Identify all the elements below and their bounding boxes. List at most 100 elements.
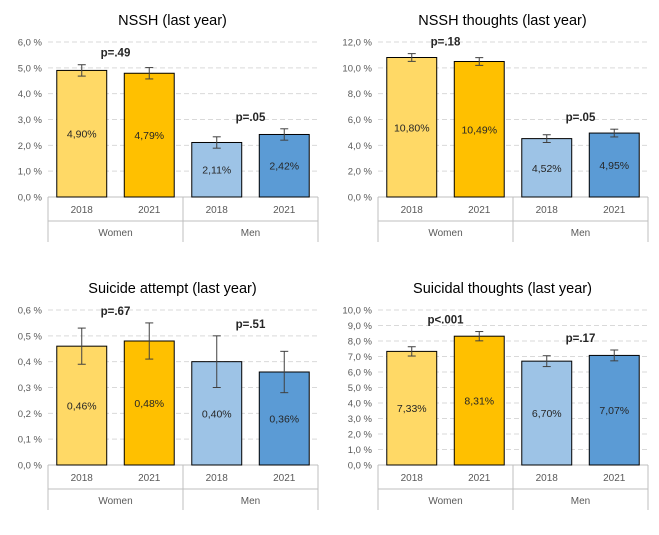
- group-label: Women: [98, 496, 132, 507]
- bar: [56, 345, 108, 466]
- group-label: Men: [571, 228, 590, 239]
- x-tick-label: 2021: [468, 205, 491, 216]
- p-value-label: p=.18: [431, 37, 461, 49]
- y-tick-label: 0,0 %: [348, 193, 373, 204]
- y-tick-label: 7,0 %: [348, 352, 373, 363]
- p-value-label: p<.001: [427, 315, 464, 327]
- y-tick-label: 0,0 %: [18, 461, 43, 472]
- x-tick-label: 2021: [138, 205, 161, 216]
- y-tick-label: 4,0 %: [348, 141, 373, 152]
- p-value-label: p=.05: [236, 112, 266, 124]
- y-tick-label: 12,0 %: [342, 38, 372, 49]
- group-label: Women: [428, 496, 462, 507]
- p-value-label: p=.49: [101, 48, 131, 60]
- y-tick-label: 0,3 %: [18, 383, 43, 394]
- y-tick-label: 2,0 %: [348, 167, 373, 178]
- y-tick-label: 3,0 %: [348, 414, 373, 425]
- data-label: 7,07%: [599, 405, 629, 417]
- x-tick-label: 2021: [468, 473, 491, 484]
- y-tick-label: 2,0 %: [18, 141, 43, 152]
- bar: [56, 69, 108, 198]
- y-tick-label: 4,0 %: [348, 399, 373, 410]
- y-tick-label: 0,4 %: [18, 357, 43, 368]
- y-tick-label: 1,0 %: [348, 445, 373, 456]
- p-value-label: p=.67: [101, 306, 131, 318]
- data-label: 4,52%: [532, 163, 562, 175]
- x-tick-label: 2021: [273, 473, 296, 484]
- y-tick-label: 1,0 %: [18, 167, 43, 178]
- data-label: 6,70%: [532, 408, 562, 420]
- data-label: 8,31%: [464, 396, 494, 408]
- y-tick-label: 6,0 %: [348, 115, 373, 126]
- group-label: Men: [571, 496, 590, 507]
- x-tick-label: 2021: [138, 473, 161, 484]
- x-tick-label: 2018: [401, 473, 424, 484]
- bar: [123, 72, 175, 198]
- chart-title: NSSH (last year): [118, 13, 227, 29]
- x-tick-label: 2018: [536, 473, 559, 484]
- chart-title: Suicide attempt (last year): [88, 281, 256, 297]
- bar: [453, 61, 505, 198]
- bar: [588, 132, 640, 198]
- x-tick-label: 2018: [206, 205, 229, 216]
- bar: [521, 138, 573, 198]
- chart-suicidal-thoughts: Suicidal thoughts (last year) 0,0 % 1,0 % 2…: [342, 281, 649, 510]
- y-tick-label: 5,0 %: [348, 383, 373, 394]
- x-tick-label: 2021: [603, 205, 626, 216]
- chart-title: NSSH thoughts (last year): [418, 13, 586, 29]
- y-tick-label: 3,0 %: [18, 115, 43, 126]
- p-value-label: p=.05: [566, 112, 596, 124]
- p-value-label: p=.51: [236, 319, 266, 331]
- x-tick-label: 2018: [71, 473, 94, 484]
- y-tick-label: 0,6 %: [18, 306, 43, 317]
- data-label: 0,40%: [202, 408, 232, 420]
- data-label: 0,36%: [269, 414, 299, 426]
- bar: [521, 360, 573, 466]
- data-label: 4,79%: [134, 130, 164, 142]
- chart-nssh-thoughts: NSSH thoughts (last year) 0,0 % 2,0 % 4,0 %…: [342, 13, 649, 242]
- bar: [258, 133, 310, 198]
- data-label: 7,33%: [397, 403, 427, 415]
- data-label: 10,80%: [394, 122, 430, 134]
- data-label: 0,46%: [67, 401, 97, 413]
- y-tick-label: 9,0 %: [348, 321, 373, 332]
- y-tick-label: 6,0 %: [348, 368, 373, 379]
- bar: [123, 340, 175, 466]
- y-tick-label: 0,1 %: [18, 435, 43, 446]
- x-tick-label: 2018: [71, 205, 94, 216]
- group-label: Men: [241, 496, 260, 507]
- y-tick-label: 10,0 %: [342, 306, 372, 317]
- group-label: Women: [428, 228, 462, 239]
- y-tick-label: 8,0 %: [348, 89, 373, 100]
- y-tick-label: 10,0 %: [342, 63, 372, 74]
- y-tick-label: 4,0 %: [18, 89, 43, 100]
- y-tick-label: 0,0 %: [18, 193, 43, 204]
- y-tick-label: 0,0 %: [348, 461, 373, 472]
- y-tick-label: 2,0 %: [348, 430, 373, 441]
- data-label: 2,42%: [269, 161, 299, 173]
- x-tick-label: 2021: [273, 205, 296, 216]
- y-tick-label: 0,2 %: [18, 409, 43, 420]
- p-value-label: p=.17: [566, 333, 596, 345]
- x-tick-label: 2018: [536, 205, 559, 216]
- bar: [386, 57, 438, 198]
- chart-suicide-attempt: Suicide attempt (last year) 0,0 % 0,1 % 0,2…: [18, 281, 319, 510]
- data-label: 2,11%: [202, 165, 231, 177]
- y-tick-label: 6,0 %: [18, 38, 43, 49]
- x-tick-label: 2021: [603, 473, 626, 484]
- group-label: Women: [98, 228, 132, 239]
- y-tick-label: 5,0 %: [18, 63, 43, 74]
- chart-nssh: NSSH (last year) 0,0 % 1,0 % 2,0 % 3,0 % 4,0 …: [18, 13, 319, 242]
- x-tick-label: 2018: [401, 205, 424, 216]
- x-tick-label: 2018: [206, 473, 229, 484]
- bar: [191, 141, 243, 198]
- y-tick-label: 8,0 %: [348, 337, 373, 348]
- group-label: Men: [241, 228, 260, 239]
- data-label: 0,48%: [134, 398, 164, 410]
- chart-title: Suicidal thoughts (last year): [413, 281, 592, 297]
- data-label: 4,95%: [599, 160, 629, 172]
- y-tick-label: 0,5 %: [18, 331, 43, 342]
- bar: [386, 350, 438, 466]
- data-label: 10,49%: [461, 124, 497, 136]
- data-label: 4,90%: [67, 129, 97, 141]
